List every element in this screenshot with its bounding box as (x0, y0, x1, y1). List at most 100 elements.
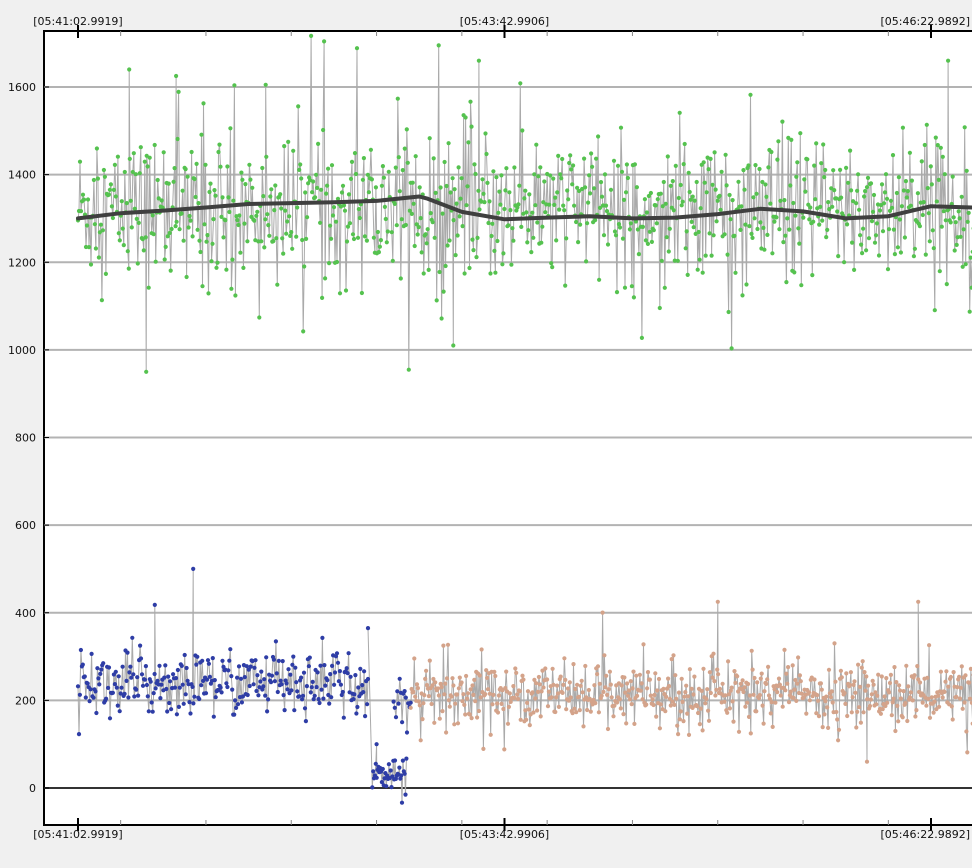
data-point (728, 706, 732, 710)
data-point (117, 674, 121, 678)
data-point (594, 157, 598, 161)
data-point (764, 195, 768, 199)
data-point (407, 368, 411, 372)
data-point (793, 214, 797, 218)
data-point (799, 283, 803, 287)
data-point (615, 290, 619, 294)
data-point (618, 225, 622, 229)
data-point (648, 678, 652, 682)
data-point (609, 188, 613, 192)
data-point (921, 213, 925, 217)
data-point (766, 665, 770, 669)
data-point (509, 700, 513, 704)
data-point (711, 652, 715, 656)
data-point (516, 697, 520, 701)
data-point (904, 664, 908, 668)
data-point (87, 245, 91, 249)
data-point (167, 182, 171, 186)
data-point (199, 683, 203, 687)
data-point (910, 179, 914, 183)
data-point (135, 217, 139, 221)
data-point (823, 699, 827, 703)
data-point (353, 151, 357, 155)
data-point (497, 693, 501, 697)
data-point (703, 701, 707, 705)
data-point (541, 685, 545, 689)
data-point (691, 692, 695, 696)
data-point (348, 221, 352, 225)
data-point (276, 690, 280, 694)
data-point (269, 680, 273, 684)
data-point (582, 157, 586, 161)
data-point (79, 209, 83, 213)
data-point (755, 680, 759, 684)
data-point (778, 199, 782, 203)
data-point (95, 666, 99, 670)
data-point (448, 705, 452, 709)
data-point (358, 667, 362, 671)
data-point (468, 100, 472, 104)
data-point (184, 692, 188, 696)
data-point (900, 204, 904, 208)
data-point (405, 730, 409, 734)
data-point (139, 145, 143, 149)
data-point (487, 199, 491, 203)
data-point (649, 191, 653, 195)
data-point (890, 713, 894, 717)
data-point (957, 209, 961, 213)
data-point (350, 160, 354, 164)
data-point (477, 207, 481, 211)
data-point (437, 693, 441, 697)
data-point (461, 692, 465, 696)
data-point (144, 664, 148, 668)
data-point (723, 693, 727, 697)
data-point (651, 697, 655, 701)
data-point (418, 185, 422, 189)
data-point (641, 642, 645, 646)
data-point (240, 178, 244, 182)
data-point (558, 172, 562, 176)
data-point (127, 670, 131, 674)
data-point (470, 683, 474, 687)
data-point (965, 750, 969, 754)
data-point (852, 268, 856, 272)
data-point (652, 228, 656, 232)
data-point (463, 271, 467, 275)
data-point (355, 46, 359, 50)
data-point (506, 223, 510, 227)
data-point (197, 697, 201, 701)
data-point (925, 676, 929, 680)
data-point (881, 229, 885, 233)
data-point (630, 284, 634, 288)
data-point (692, 225, 696, 229)
data-point (378, 245, 382, 249)
data-point (298, 162, 302, 166)
data-point (889, 199, 893, 203)
data-point (772, 220, 776, 224)
data-point (519, 718, 523, 722)
data-point (650, 240, 654, 244)
data-point (732, 669, 736, 673)
data-point (387, 762, 391, 766)
data-point (394, 715, 398, 719)
data-point (561, 683, 565, 687)
data-point (509, 263, 513, 267)
data-point (865, 185, 869, 189)
data-point (898, 688, 902, 692)
data-point (393, 706, 397, 710)
data-point (86, 681, 90, 685)
data-point (275, 671, 279, 675)
data-point (583, 664, 587, 668)
data-point (369, 148, 373, 152)
data-point (565, 188, 569, 192)
data-point (926, 697, 930, 701)
data-point (677, 691, 681, 695)
data-point (321, 697, 325, 701)
data-point (606, 242, 610, 246)
data-point (116, 704, 120, 708)
data-point (501, 707, 505, 711)
data-point (194, 663, 198, 667)
data-point (716, 600, 720, 604)
data-point (162, 150, 166, 154)
data-point (146, 164, 150, 168)
